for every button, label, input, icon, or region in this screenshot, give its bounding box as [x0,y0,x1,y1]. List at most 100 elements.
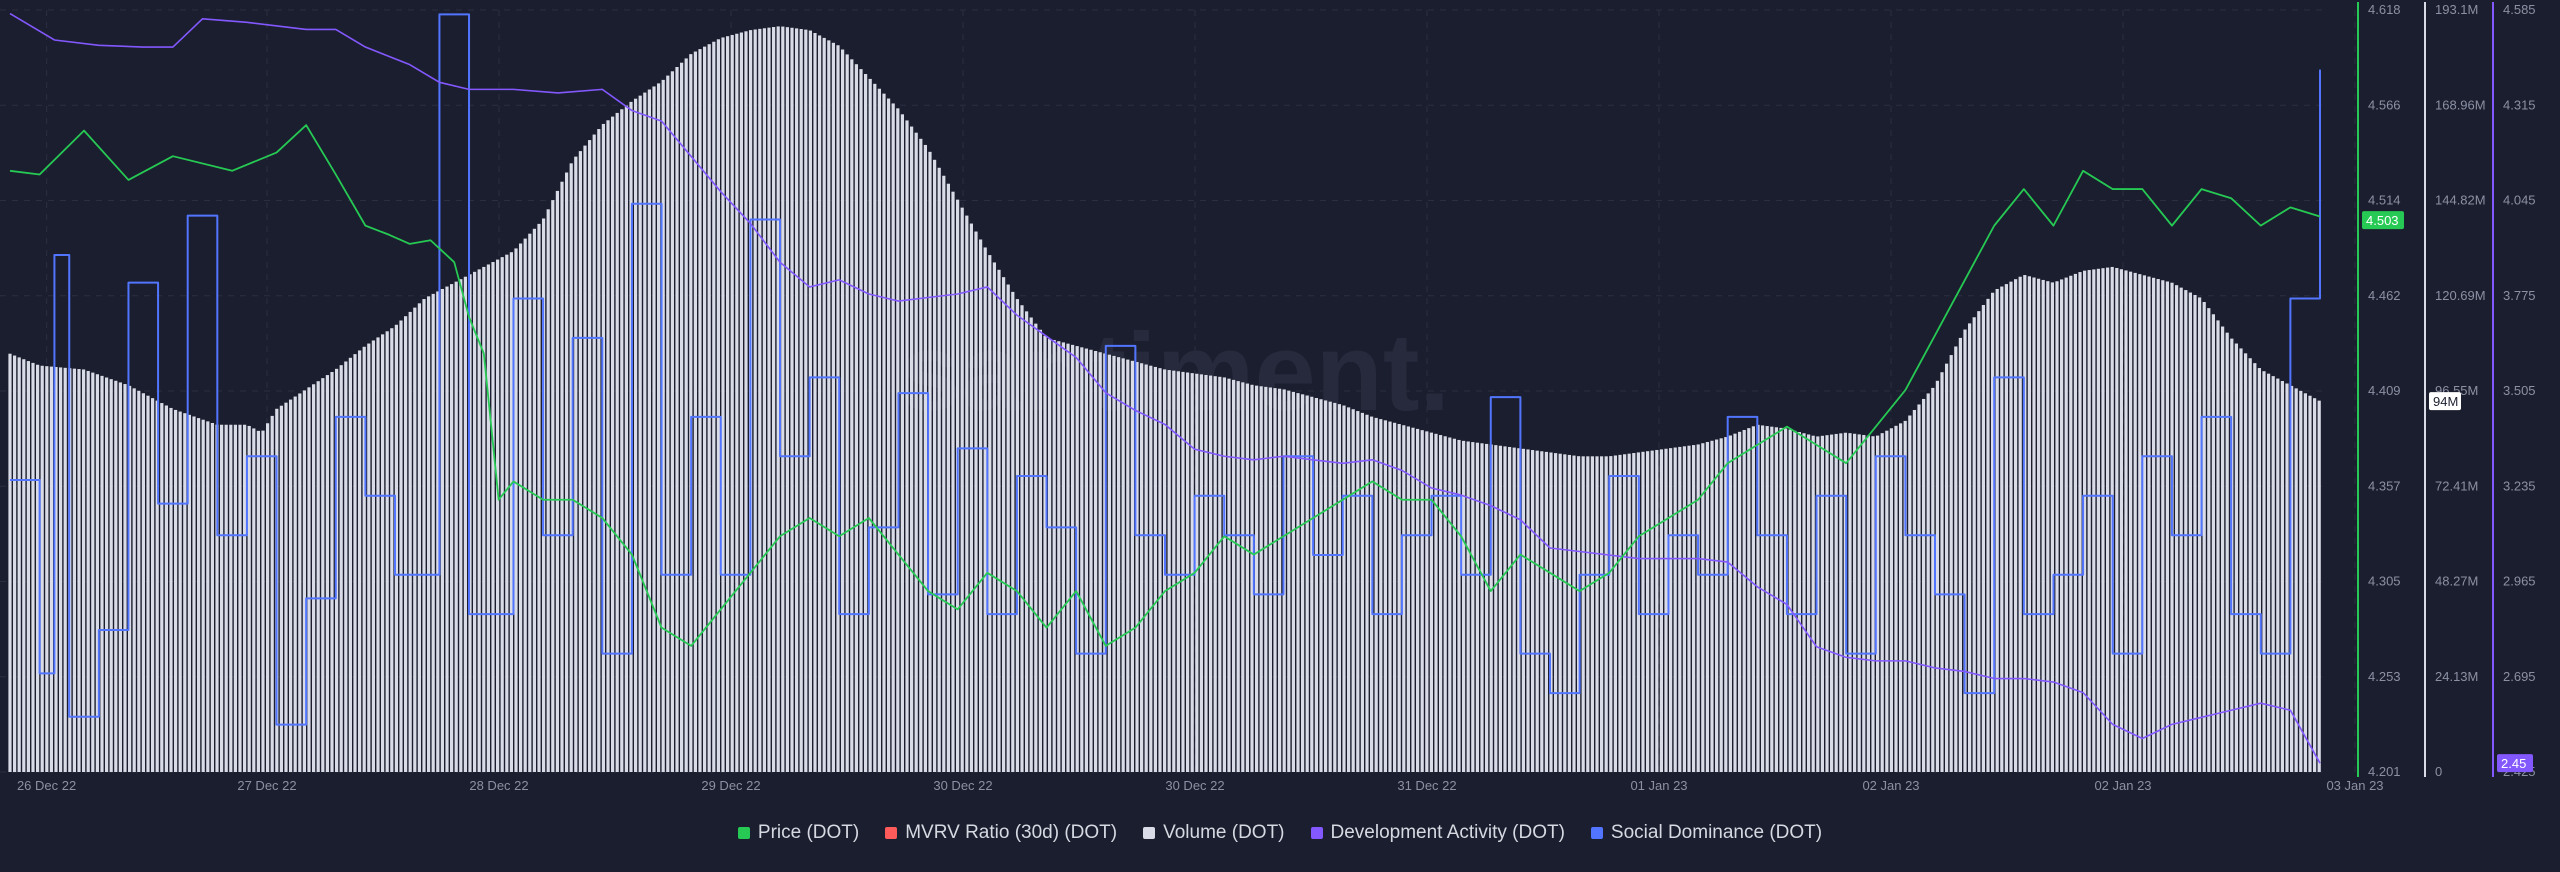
volume-bar [859,69,863,773]
volume-bar [2290,385,2294,772]
volume-bar [2248,358,2252,772]
legend-item-dev-activity[interactable]: Development Activity (DOT) [1310,822,1565,844]
volume-bar [1508,446,1512,772]
volume-bar [1452,438,1456,772]
volume-bar [486,264,490,772]
volume-bar [951,191,955,772]
volume-bar [440,288,444,772]
volume-bar [82,369,86,772]
volume-bar [772,27,776,772]
volume-bar [2257,368,2261,772]
volume-bar [946,183,950,773]
volume-bar [422,299,426,772]
legend-item-volume[interactable]: Volume (DOT) [1143,822,1285,844]
volume-bar [1457,439,1461,772]
volume-bar [703,46,707,773]
volume-bar [1135,362,1139,772]
volume-bar [26,361,30,772]
volume-bar [1471,442,1475,772]
volume-bar [730,34,734,773]
volume-bar [210,422,214,772]
volume-bar [841,49,845,772]
volume-bar [381,334,385,772]
legend-item-mvrv[interactable]: MVRV Ratio (30d) (DOT) [885,822,1117,844]
volume-bar [151,398,155,772]
volume-bar [891,103,895,772]
volume-bar [330,372,334,772]
volume-bar [2294,388,2298,772]
volume-bar [795,28,799,773]
volume-bar [1627,453,1631,772]
volume-bar [109,379,113,772]
legend-label-volume: Volume (DOT) [1163,822,1285,843]
volume-bar [40,365,44,772]
volume-bar [647,89,651,772]
volume-bar [1912,409,1916,772]
volume-bar [528,233,532,773]
volume-bar [1623,454,1627,772]
volume-bar [2073,273,2077,772]
volume-bar [1259,386,1263,772]
volume-bar [1673,447,1677,772]
volume-bar [937,167,941,773]
legend-label-mvrv: MVRV Ratio (30d) (DOT) [905,822,1118,843]
legend-item-social-dominance[interactable]: Social Dominance (DOT) [1590,822,1822,844]
volume-bar [1448,437,1452,772]
volume-bar [105,377,109,772]
volume-bar [1719,438,1723,772]
volume-bar [2133,272,2137,772]
legend-item-price[interactable]: Price (DOT) [737,822,859,844]
price-axis-tick-label: 4.462 [2368,288,2401,303]
volume-bar [1301,394,1305,772]
volume-bar [698,49,702,773]
volume-bar [2101,268,2105,772]
volume-bar [1738,431,1742,772]
volume-bar [1264,386,1268,772]
volume-bar [1121,358,1125,772]
volume-bar [804,29,808,772]
volume-bar [620,109,624,773]
volume-bar [1761,425,1765,772]
volume-bar [1144,364,1148,772]
volume-bar [1296,393,1300,772]
volume-bar [1521,448,1525,772]
volume-bar [54,367,58,772]
volume-bar [160,403,164,772]
volume-bar [1002,277,1006,772]
x-tick-label: 29 Dec 22 [701,778,760,793]
volume-bar [1080,347,1084,772]
price-current-badge: 4.503 [2366,213,2399,228]
x-tick-label: 30 Dec 22 [933,778,992,793]
volume-bar [1241,382,1245,772]
volume-bar [960,207,964,772]
volume-bar [371,340,375,772]
volume-bar [1604,456,1608,772]
volume-bar [1572,455,1576,772]
volume-bar [1981,305,1985,772]
volume-bar [482,266,486,772]
volume-bar [2216,320,2220,772]
volume-bar [569,163,573,772]
volume-bar [238,424,242,772]
volume-bar [1209,375,1213,772]
volume-bar [850,59,854,772]
volume-bar [2234,343,2238,772]
volume-bar [362,346,366,772]
volume-bar [776,26,780,773]
volume-bar [1140,363,1144,772]
volume-bar [905,120,909,772]
volume-bar [2276,378,2280,772]
volume-bar [1466,441,1470,772]
price-axis-tick-label: 4.201 [2368,764,2401,779]
price-axis-tick-label: 4.514 [2368,193,2401,208]
volume-bar [1972,317,1976,772]
volume-bar [344,361,348,772]
volume-bar [1218,376,1222,772]
volume-bar [1586,456,1590,772]
volume-bar [1595,456,1599,772]
volume-bar [1190,373,1194,772]
volume-bar [1876,435,1880,772]
volume-bar [1696,444,1700,772]
